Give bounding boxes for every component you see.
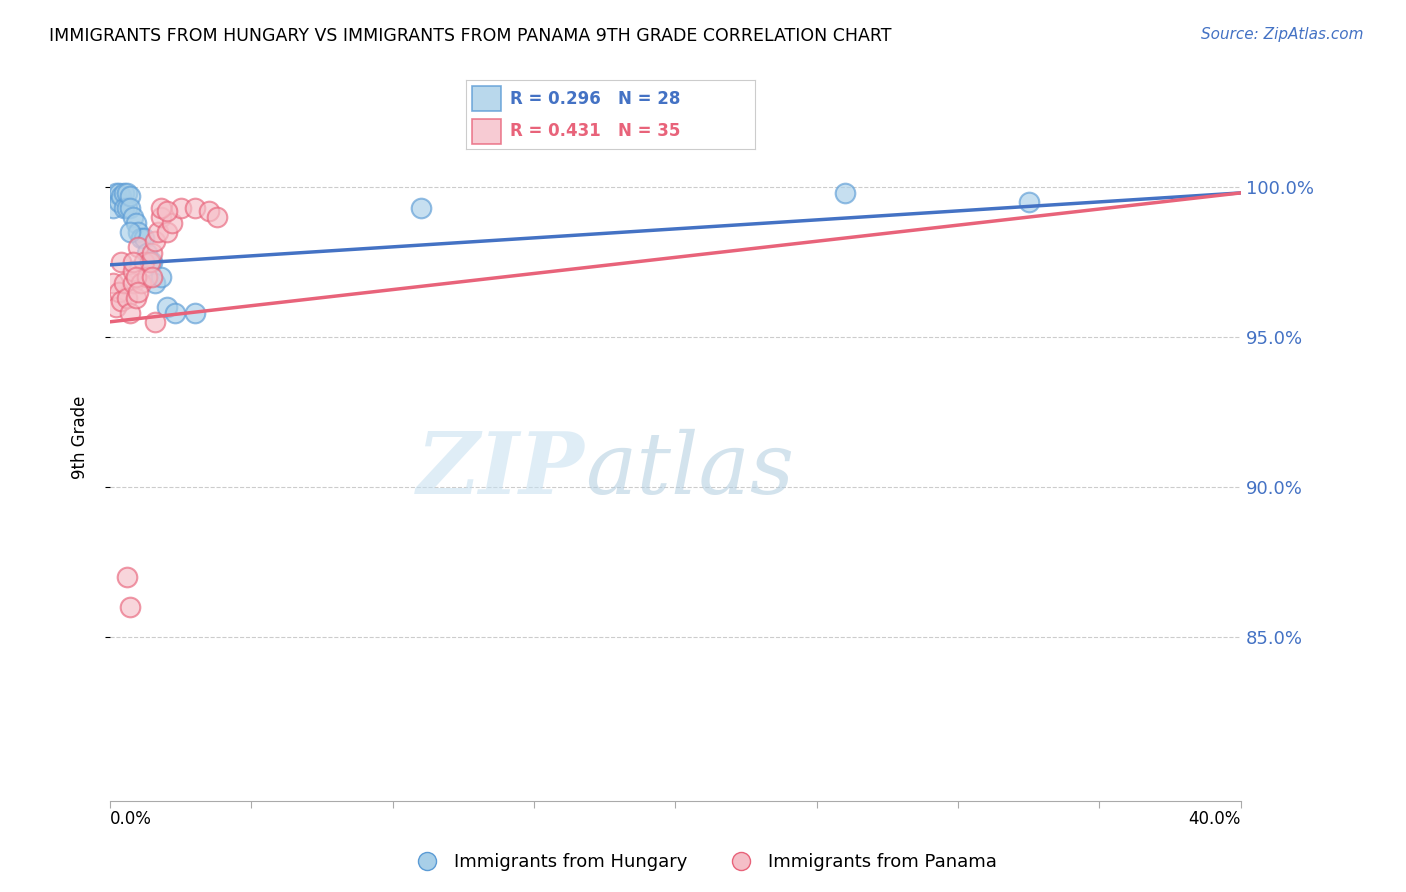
Point (121, 276, 143, 290)
Point (118, 201, 141, 215)
Point (1018, 194, 1040, 209)
Point (155, 225, 177, 239)
Point (115, 291, 138, 305)
Point (112, 276, 135, 290)
Point (162, 216, 184, 230)
Point (138, 255, 160, 269)
Text: Source: ZipAtlas.com: Source: ZipAtlas.com (1201, 27, 1364, 42)
Text: 0.0%: 0.0% (110, 811, 152, 829)
Point (115, 569, 138, 583)
Point (170, 201, 193, 215)
Point (143, 234, 166, 248)
Point (104, 300, 127, 314)
Point (118, 189, 141, 203)
Point (110, 255, 132, 269)
Text: ZIP: ZIP (418, 428, 585, 512)
Point (127, 285, 149, 299)
Point (127, 225, 149, 239)
Point (141, 269, 163, 284)
Point (107, 285, 129, 299)
Point (132, 231, 155, 245)
Point (115, 186, 138, 200)
Point (110, 189, 132, 203)
Text: IMMIGRANTS FROM HUNGARY VS IMMIGRANTS FROM PANAMA 9TH GRADE CORRELATION CHART: IMMIGRANTS FROM HUNGARY VS IMMIGRANTS FR… (49, 27, 891, 45)
Point (155, 300, 177, 314)
Point (101, 201, 124, 215)
Point (107, 186, 129, 200)
Point (101, 276, 124, 290)
Legend: Immigrants from Hungary, Immigrants from Panama: Immigrants from Hungary, Immigrants from… (402, 847, 1004, 879)
Point (118, 599, 141, 614)
Y-axis label: 9th Grade: 9th Grade (72, 395, 89, 479)
Point (149, 201, 172, 215)
Point (115, 201, 138, 215)
Point (143, 276, 166, 290)
Point (149, 269, 172, 284)
Point (184, 201, 207, 215)
Point (834, 186, 856, 200)
Point (124, 216, 146, 230)
Point (135, 245, 157, 260)
Point (138, 255, 160, 269)
Point (141, 245, 163, 260)
Point (104, 186, 127, 200)
Point (146, 225, 169, 239)
Point (118, 306, 141, 320)
Point (118, 225, 141, 239)
Point (124, 269, 146, 284)
Point (207, 210, 229, 224)
Point (129, 231, 152, 245)
Point (149, 210, 172, 224)
Point (112, 201, 135, 215)
Point (129, 276, 152, 290)
Point (121, 210, 143, 224)
Point (409, 201, 432, 215)
Point (155, 203, 177, 218)
Point (184, 306, 207, 320)
Point (135, 269, 157, 284)
Point (141, 255, 163, 269)
Point (165, 306, 187, 320)
Point (127, 240, 149, 254)
Point (107, 194, 129, 209)
Point (110, 293, 132, 308)
Point (132, 255, 155, 269)
Point (124, 291, 146, 305)
Point (198, 203, 221, 218)
Point (121, 264, 143, 278)
Point (112, 186, 135, 200)
Point (143, 315, 166, 329)
Text: 40.0%: 40.0% (1188, 811, 1241, 829)
Text: atlas: atlas (585, 429, 794, 511)
Point (121, 255, 143, 269)
